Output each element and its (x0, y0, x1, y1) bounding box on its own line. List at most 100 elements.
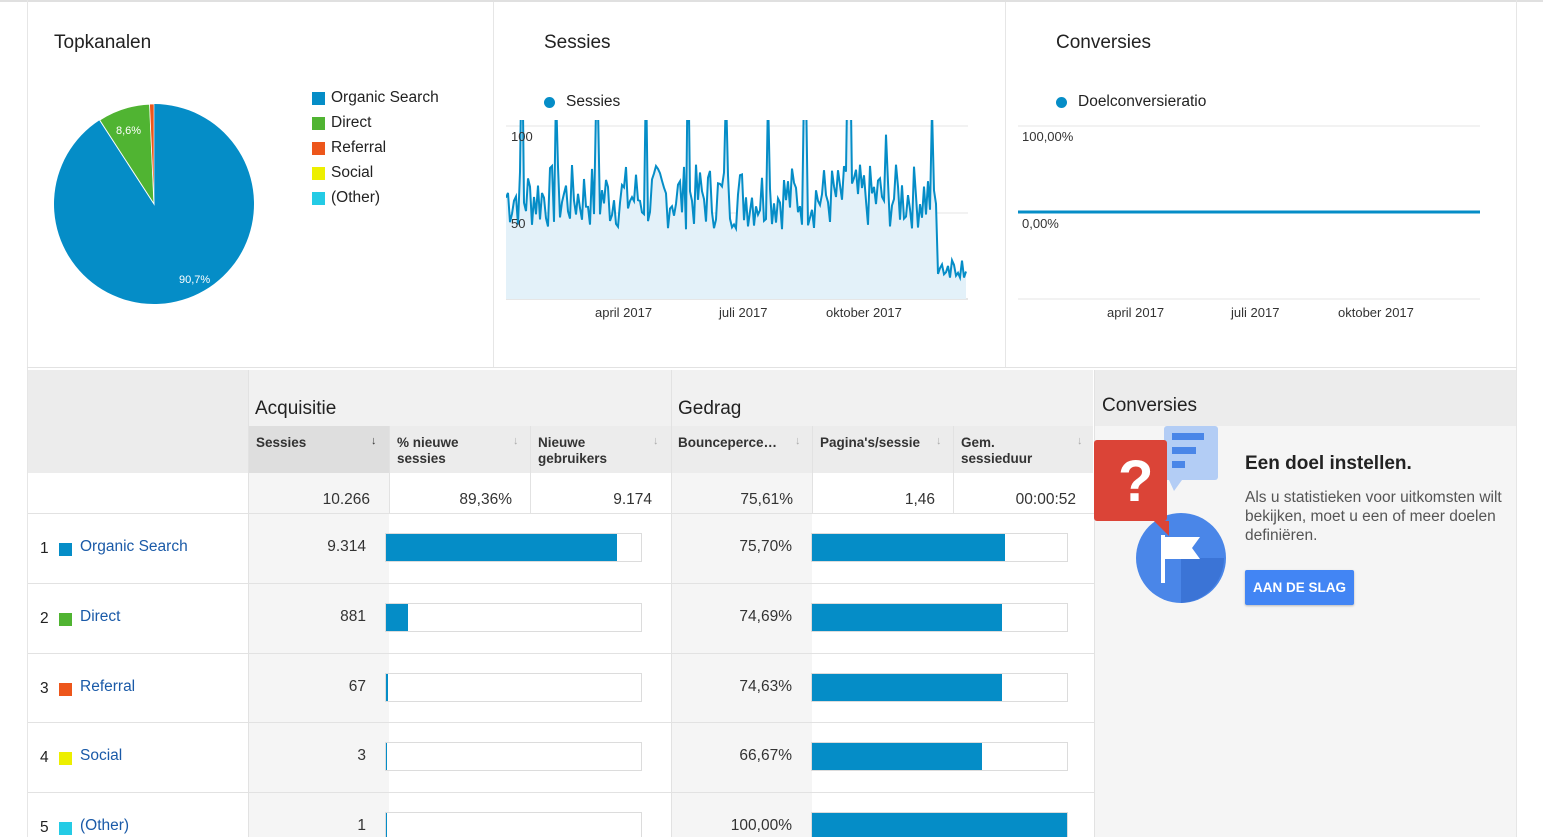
col-divider (953, 426, 954, 514)
row-number: 2 (40, 610, 49, 627)
row-divider (28, 722, 1094, 723)
pie-slice-referral[interactable] (149, 103, 155, 205)
row-number: 5 (40, 819, 49, 836)
col-header-label: Sessies (256, 435, 307, 450)
row-sessions-value: 3 (357, 747, 366, 764)
sessions-y-tick-50: 50 (511, 216, 526, 231)
topchannels-pie-chart[interactable]: 90,7% 8,6% (50, 100, 260, 310)
conversions-y-tick-100: 100,00% (1022, 129, 1074, 144)
top-border (0, 0, 1543, 2)
legend-swatch (312, 116, 325, 130)
row-number: 4 (40, 749, 49, 766)
row-divider (28, 513, 1094, 514)
row-bounce-value: 66,67% (739, 747, 792, 764)
section-divider (27, 367, 1517, 368)
sort-icon: ↓ (936, 435, 942, 447)
series-dot (1056, 96, 1067, 108)
row-divider (28, 792, 1094, 793)
legend-social[interactable]: Social (312, 164, 373, 182)
total-pages: 1,46 (904, 491, 935, 508)
col-header-label: Pagina's/sessie (820, 435, 921, 450)
sessions-title: Sessies (544, 32, 611, 53)
row-sessions-value: 67 (348, 678, 366, 695)
row-sessions-value: 1 (357, 817, 366, 834)
sessions-bar (385, 673, 642, 702)
legend-swatch (312, 166, 325, 180)
conversions-x-tick-oktober: oktober 2017 (1338, 305, 1414, 320)
bounce-col-bg (671, 473, 812, 837)
total-bounce: 75,61% (740, 491, 793, 508)
col-divider (530, 426, 531, 514)
col-divider (1094, 370, 1095, 837)
legend-organic-search[interactable]: Organic Search (312, 89, 439, 107)
conversions-line-chart[interactable] (1018, 120, 1482, 305)
sessions-bar-fill (386, 813, 387, 837)
conversions-series-legend[interactable]: Doelconversieratio (1056, 93, 1206, 111)
row-bounce-value: 74,69% (739, 608, 792, 625)
conversions-group-header (1095, 370, 1516, 426)
row-link-organic-search[interactable]: Organic Search (80, 538, 188, 555)
legend-direct[interactable]: Direct (312, 114, 371, 132)
sort-icon: ↓ (1077, 435, 1083, 447)
right-border (1516, 0, 1517, 837)
sessions-bar-fill (386, 604, 408, 631)
sort-icon: ↓ (653, 435, 659, 447)
group-title-conversions: Conversies (1102, 395, 1198, 416)
pie-label-organic: 90,7% (179, 274, 210, 286)
row-sessions-value: 9.314 (327, 538, 366, 555)
legend-label: Social (331, 164, 374, 181)
legend-label: (Other) (331, 189, 381, 206)
series-label: Doelconversieratio (1078, 93, 1207, 110)
col-header-bg (389, 426, 1093, 473)
sessions-bar-fill (386, 534, 617, 561)
legend-swatch (312, 91, 325, 105)
legend-label: Organic Search (331, 89, 439, 106)
sessions-bar-fill (386, 674, 388, 701)
col-divider (671, 370, 672, 837)
row-link-other[interactable]: (Other) (80, 817, 130, 834)
row-color-swatch (59, 543, 72, 556)
sessions-bar (385, 812, 642, 837)
bounce-bar-fill (812, 813, 1067, 837)
col-header-label: Bounceperce… (678, 435, 778, 450)
get-started-button[interactable]: AAN DE SLAG (1245, 570, 1354, 605)
sessions-bar-fill (386, 743, 387, 770)
row-color-swatch (59, 822, 72, 835)
row-bounce-value: 74,63% (739, 678, 792, 695)
legend-other[interactable]: (Other) (312, 189, 380, 207)
sessions-col-header-bg (248, 426, 389, 473)
bounce-bar (811, 533, 1068, 562)
goal-promo-title: Een doel instellen. (1245, 453, 1412, 474)
bounce-bar (811, 812, 1068, 837)
sessions-bar (385, 533, 642, 562)
sessions-line-chart[interactable] (506, 120, 970, 305)
series-label: Sessies (566, 93, 621, 110)
bounce-bar (811, 673, 1068, 702)
total-duration: 00:00:52 (1015, 491, 1076, 508)
total-sessions: 10.266 (322, 491, 370, 508)
goal-promo-body: Als u statistieken voor uitkomsten wilt … (1245, 489, 1502, 544)
sessions-col-bg (248, 473, 389, 837)
topchannels-title: Topkanalen (54, 32, 152, 53)
group-title-behavior: Gedrag (678, 398, 742, 419)
sort-icon: ↓ (795, 435, 801, 447)
col-header-label: Nieuwe gebruikers (538, 435, 608, 466)
row-link-social[interactable]: Social (80, 747, 123, 764)
bounce-bar-fill (812, 534, 1005, 561)
conversions-title: Conversies (1056, 32, 1152, 53)
panel-divider (493, 2, 494, 368)
sessions-x-tick-april: april 2017 (595, 305, 653, 320)
conversions-x-tick-april: april 2017 (1107, 305, 1165, 320)
row-color-swatch (59, 752, 72, 765)
row-link-direct[interactable]: Direct (80, 608, 121, 625)
sessions-series-legend[interactable]: Sessies (544, 93, 620, 111)
row-bounce-value: 100,00% (730, 817, 792, 834)
legend-swatch (312, 191, 325, 205)
total-new-users: 9.174 (613, 491, 652, 508)
row-bounce-value: 75,70% (739, 538, 792, 555)
legend-label: Referral (331, 139, 387, 156)
legend-referral[interactable]: Referral (312, 139, 386, 157)
table-group-header (248, 370, 1093, 426)
legend-swatch (312, 141, 325, 155)
row-link-referral[interactable]: Referral (80, 678, 136, 695)
